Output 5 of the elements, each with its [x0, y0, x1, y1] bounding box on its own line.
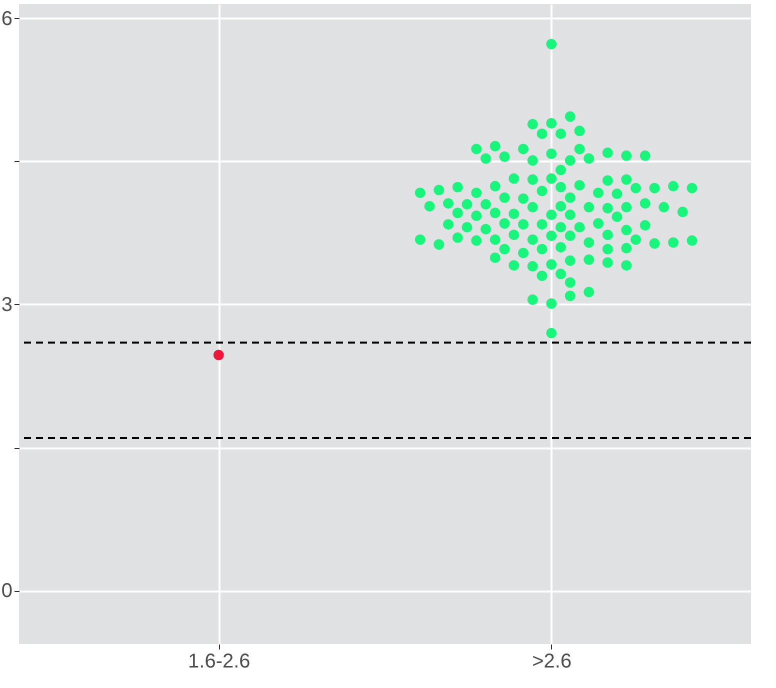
y-tick-label: 0: [1, 580, 12, 602]
x-tick-label: >2.6: [532, 650, 572, 672]
y-tick-label: 3: [1, 294, 12, 316]
x-tick-label: 1.6-2.6: [188, 650, 250, 672]
y-tick-label: 6: [1, 8, 12, 30]
